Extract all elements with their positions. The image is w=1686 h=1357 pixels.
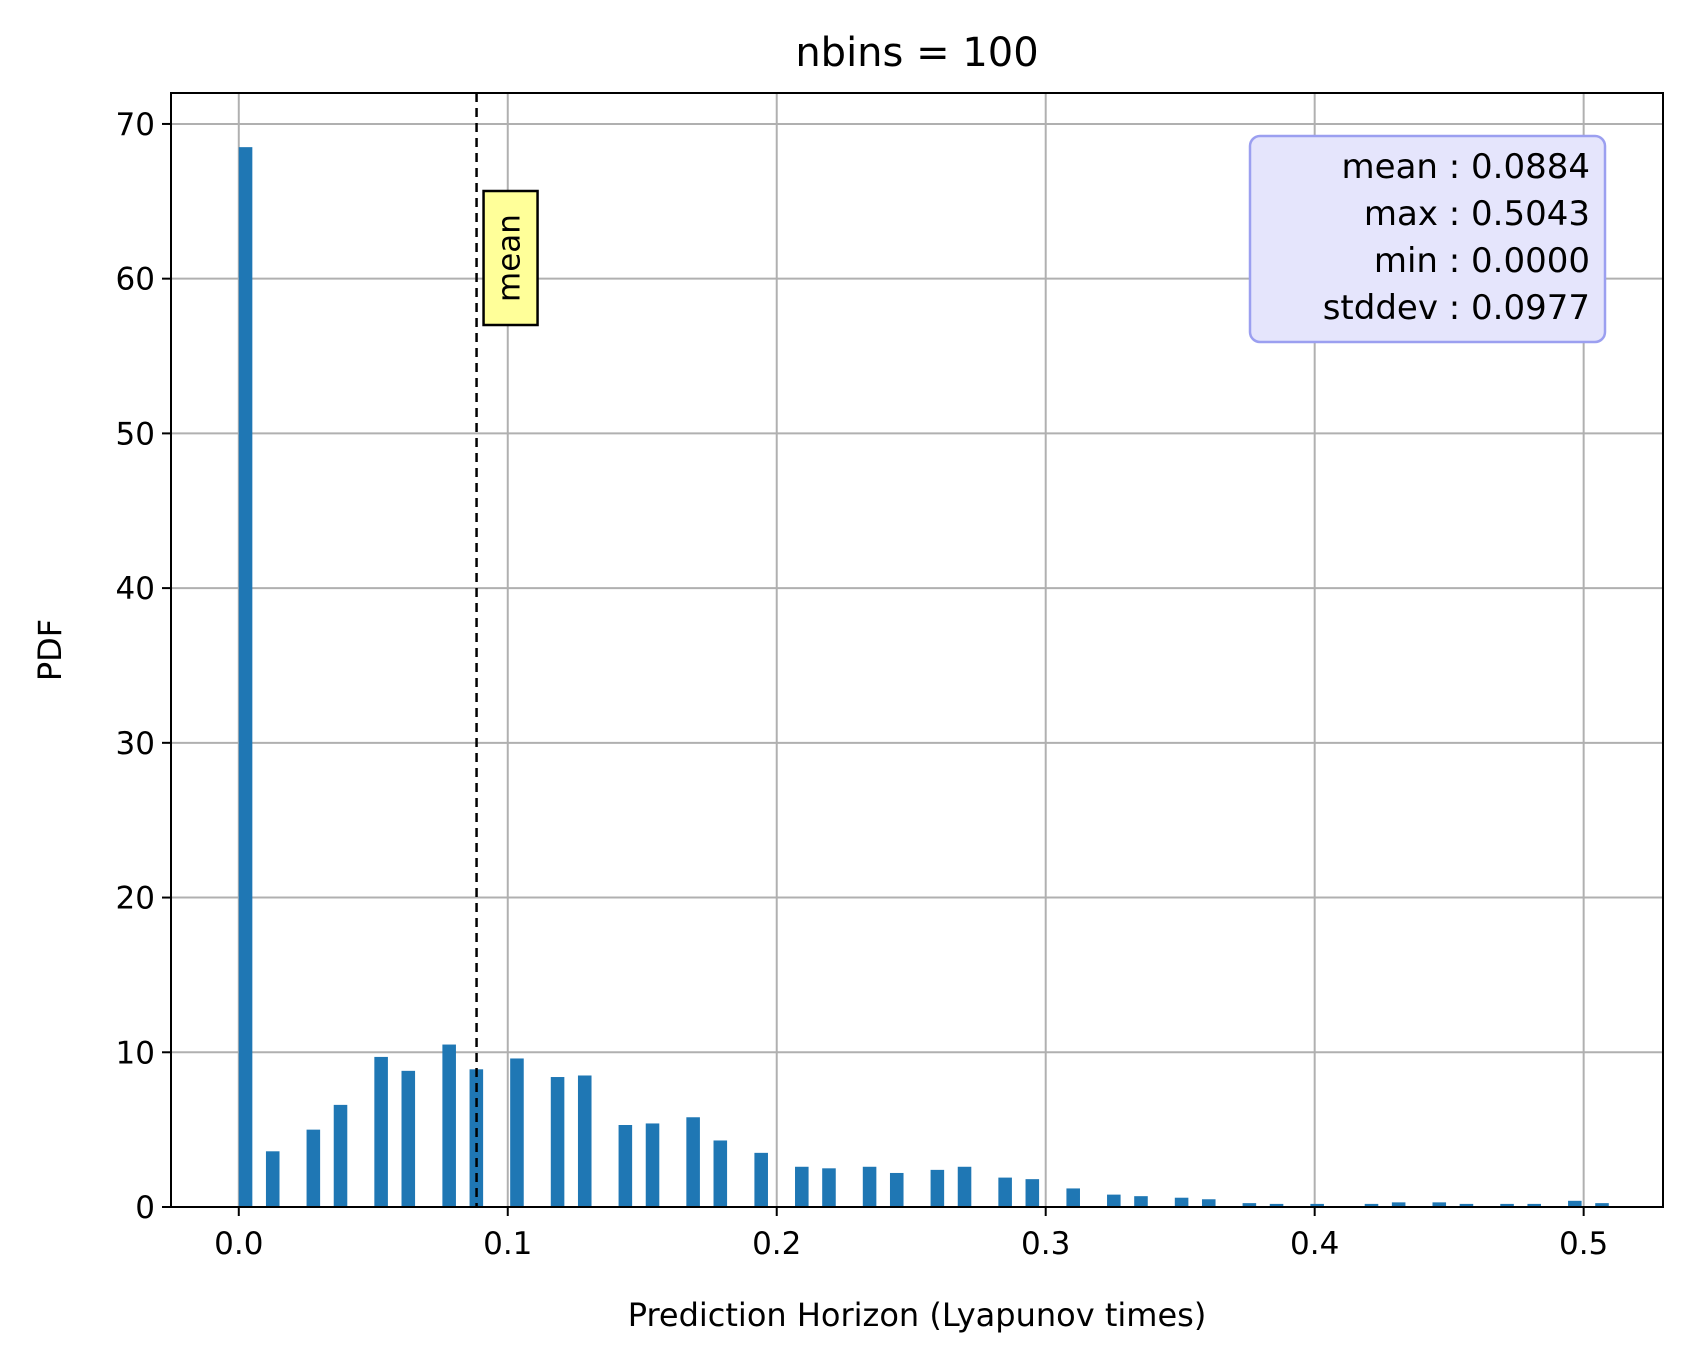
mean-label-box xyxy=(482,189,539,327)
plot-frame xyxy=(170,92,1664,1208)
histogram-bar xyxy=(469,1069,484,1207)
x-tick-label: 0.1 xyxy=(483,1226,532,1262)
stats-box: mean : 0.0884 max : 0.5043 min : 0.0000 std… xyxy=(1248,134,1607,344)
x-axis-label: Prediction Horizon (Lyapunov times) xyxy=(628,1296,1207,1334)
histogram-bar xyxy=(265,1151,280,1207)
histogram-bar xyxy=(998,1177,1012,1207)
x-tick-label: 0.5 xyxy=(1559,1226,1608,1262)
histogram-bar xyxy=(1459,1203,1474,1207)
histogram-bar xyxy=(957,1166,972,1207)
y-tick-label: 0 xyxy=(135,1190,155,1226)
histogram-bar xyxy=(1595,1203,1609,1207)
histogram-bar xyxy=(1201,1199,1216,1207)
histogram-bar xyxy=(1527,1203,1541,1207)
histogram-bar xyxy=(1568,1200,1582,1207)
histogram-bar xyxy=(306,1129,321,1207)
y-tick-label: 50 xyxy=(116,416,155,452)
histogram-bar xyxy=(333,1104,348,1207)
histogram-bar xyxy=(1134,1196,1148,1207)
x-tick-label: 0.3 xyxy=(1021,1226,1070,1262)
mean-marker: mean xyxy=(475,93,539,1207)
y-tick-label: 10 xyxy=(116,1035,155,1071)
histogram-bar xyxy=(577,1075,592,1207)
histogram-bar xyxy=(889,1172,904,1207)
stats-line: max : 0.5043 xyxy=(1364,194,1590,234)
y-tick-label: 30 xyxy=(116,726,155,762)
x-tick-label: 0.4 xyxy=(1290,1226,1339,1262)
histogram-bar xyxy=(1269,1203,1284,1207)
histogram-bar xyxy=(238,147,253,1207)
x-tick-label: 0.0 xyxy=(214,1226,263,1262)
histogram-bar xyxy=(1174,1197,1189,1207)
histogram-bar xyxy=(645,1123,660,1207)
histogram-bar xyxy=(1364,1203,1379,1207)
chart-title: nbins = 100 xyxy=(795,30,1038,76)
histogram-bar xyxy=(1432,1202,1447,1207)
histogram-bar xyxy=(618,1125,633,1207)
histogram-bar xyxy=(1025,1179,1040,1207)
histogram-bar xyxy=(930,1169,945,1207)
histogram-bar xyxy=(401,1070,416,1207)
histogram-bar xyxy=(510,1058,524,1207)
stats-line: mean : 0.0884 xyxy=(1342,147,1590,187)
histogram-bar xyxy=(374,1056,388,1207)
bars xyxy=(238,147,1609,1207)
histogram-bar xyxy=(1107,1194,1121,1207)
histogram-bar xyxy=(1500,1203,1514,1207)
stats-line: stddev : 0.0977 xyxy=(1323,288,1590,328)
histogram-bar xyxy=(1391,1202,1406,1207)
histogram-bar xyxy=(713,1140,728,1207)
grid xyxy=(171,93,1663,1208)
y-tick-label: 20 xyxy=(116,881,155,917)
histogram-bar xyxy=(795,1166,809,1207)
histogram-bar xyxy=(1066,1188,1080,1207)
x-tick-label: 0.2 xyxy=(752,1226,801,1262)
histogram-bar xyxy=(550,1077,565,1207)
y-tick-label: 60 xyxy=(116,262,155,298)
histogram-bar xyxy=(442,1044,456,1207)
y-tick-label: 40 xyxy=(116,571,155,607)
histogram-bar xyxy=(822,1168,836,1207)
ticks: 0.0 0.1 0.2 0.3 0.4 0.5 0 10 20 30 40 50 60 70 xyxy=(116,107,1609,1262)
histogram-bar xyxy=(686,1117,700,1207)
histogram-bar xyxy=(1310,1203,1324,1207)
y-axis-label: PDF xyxy=(31,619,69,681)
y-tick-label: 70 xyxy=(116,107,155,143)
mean-label: mean xyxy=(492,214,528,302)
stats-line: min : 0.0000 xyxy=(1374,241,1590,281)
stats-box-frame xyxy=(1248,134,1607,344)
histogram-bar xyxy=(862,1166,877,1207)
histogram-bar xyxy=(1242,1203,1257,1207)
histogram-bar xyxy=(754,1152,768,1207)
